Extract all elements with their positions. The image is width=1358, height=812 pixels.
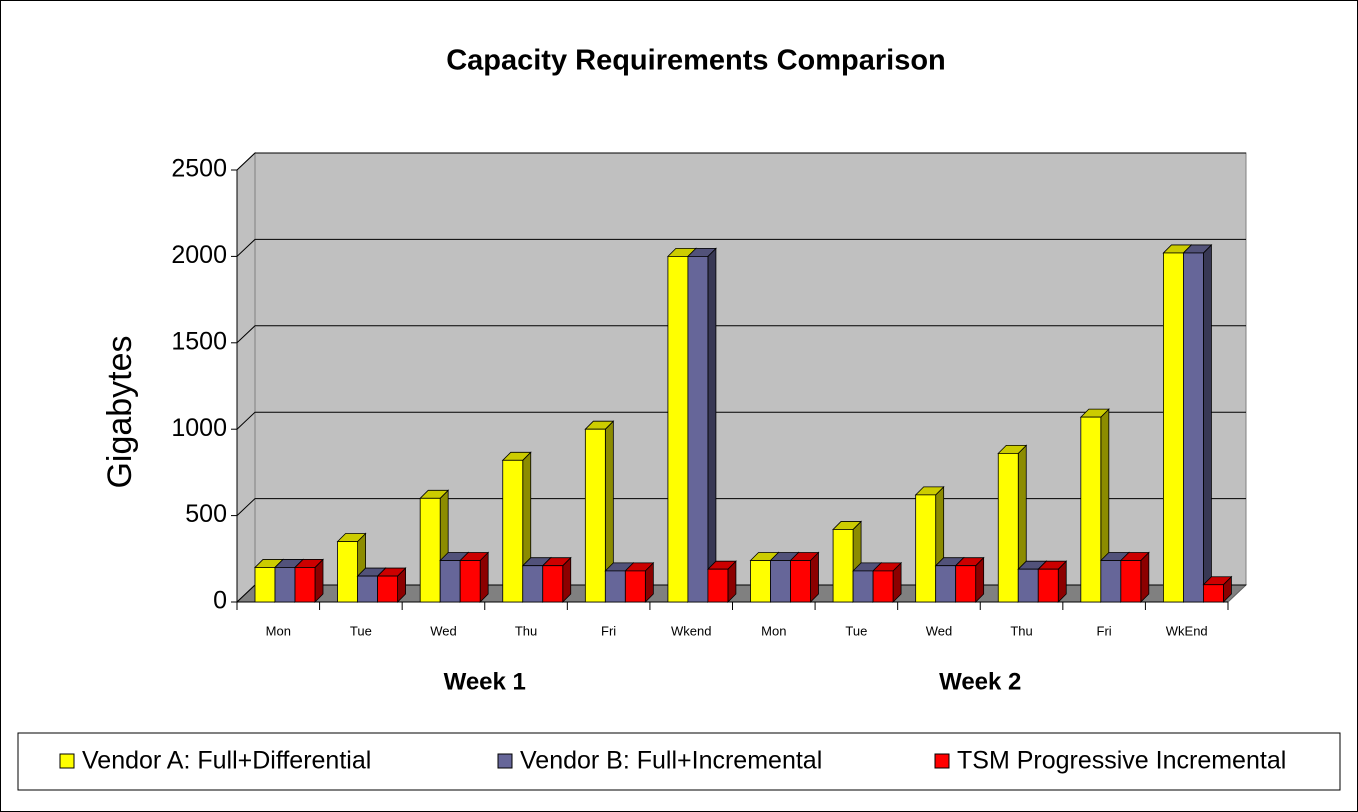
bar-side [707,247,717,603]
bar-front [294,567,316,603]
legend-swatch [934,753,950,769]
bar-side [1203,243,1212,603]
bar-front [667,255,689,603]
bar-front [790,560,811,603]
bar-front [419,497,441,603]
bar [624,561,655,603]
legend-swatch [59,753,75,769]
bar-front [852,570,874,603]
grid-line [236,325,1246,344]
bar-front [542,565,564,603]
x-tick-label: Thu [515,623,537,638]
bar-side [479,551,489,603]
y-tick-label: 1500 [171,327,227,355]
bar-front [1017,568,1039,603]
chart-title: Capacity Requirements Comparison [446,45,946,77]
category-group-label: Week 2 [939,668,1021,695]
x-tick-label: WkEnd [1166,623,1208,638]
bar [789,551,820,603]
grid-line [236,238,1246,257]
bar-front [997,452,1019,603]
bar [1202,575,1233,603]
bar-side [810,551,819,603]
bar-front [770,560,791,603]
bar-front [502,459,524,603]
bar [541,556,572,603]
legend-label: Vendor A: Full+Differential [82,747,371,775]
y-axis-label: Gigabytes [101,335,139,488]
x-tick-label: Wed [430,623,457,638]
side-wall [236,151,256,604]
bar [954,556,985,603]
y-tick-label: 2000 [171,241,227,269]
x-tick-label: Fri [601,623,616,638]
bar [376,567,407,603]
bar-front [337,541,358,603]
legend-label: TSM Progressive Incremental [957,747,1286,775]
bar-front [1037,568,1059,603]
bar [706,560,737,603]
y-tick-label: 500 [185,500,227,528]
y-tick-label: 0 [213,587,227,615]
bar-front [707,568,729,603]
bar-front [1203,584,1224,603]
grid-line [236,411,1246,430]
bar [872,561,903,603]
x-tick-label: Tue [845,623,867,638]
bar [294,558,324,603]
bar-front [1080,416,1102,603]
category-group-label: Week 1 [444,668,526,695]
legend-label: Vendor B: Full+Incremental [520,747,822,775]
bar-front [254,567,276,603]
bar-front [1163,252,1184,603]
bar [584,420,615,603]
bar-front [439,560,461,603]
bar-front [357,575,378,603]
x-tick-label: Wed [926,623,953,638]
x-tick-label: Thu [1010,623,1032,638]
bar [1119,551,1150,603]
bar-front [274,567,296,603]
bar [997,444,1028,603]
bar-front [584,428,606,603]
x-tick-label: Wkend [671,623,711,638]
bar-front [377,575,398,603]
x-tick-label: Mon [266,623,291,638]
bar [459,551,490,603]
bar [1037,560,1068,603]
bar-front [624,570,646,603]
bar-front [687,255,709,603]
bar-front [1183,252,1204,603]
x-tick-label: Fri [1097,623,1112,638]
bar-front [955,565,977,603]
bar-front [1120,560,1142,603]
x-tick-label: Tue [350,623,372,638]
bar-front [1100,560,1122,603]
bar-front [604,570,626,603]
bar-front [915,494,937,603]
grid-line [236,152,1246,171]
bar-side [1140,551,1150,603]
bar-front [459,560,481,603]
legend-swatch [497,753,513,769]
x-tick-label: Mon [761,623,786,638]
bar-front [935,565,957,603]
legend-box [17,732,1341,791]
bar-front [750,560,771,603]
bar [1182,243,1213,603]
bar [686,247,717,603]
bar-front [872,570,894,603]
bar-front [832,529,854,603]
y-tick-label: 1000 [171,414,227,442]
bar-front [522,565,544,603]
y-tick-label: 2500 [171,155,227,183]
bar [1079,408,1110,603]
